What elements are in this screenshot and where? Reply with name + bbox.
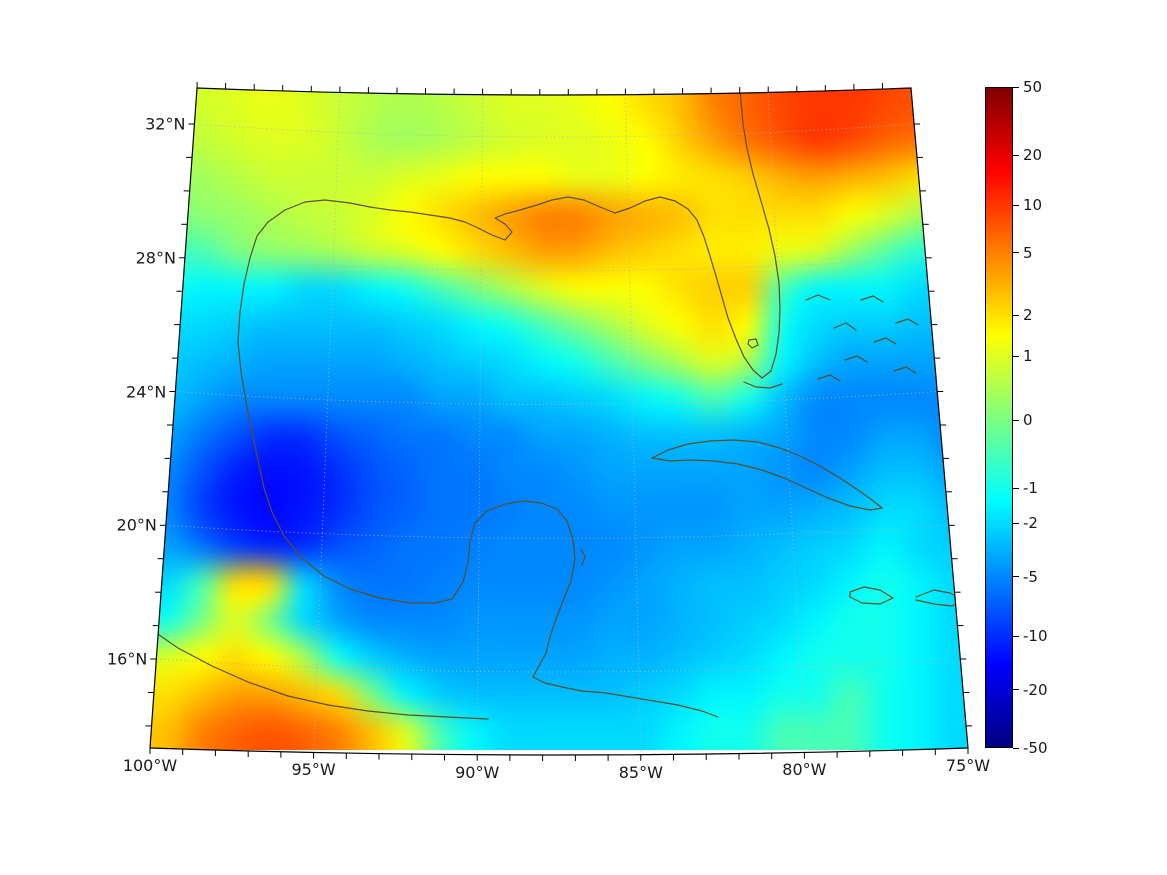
meridian-gridline [624,94,642,755]
parallel-gridline [165,524,949,539]
axis-ticks [145,82,973,761]
coastline-bahamas-6 [817,374,841,382]
coastline-lake-okeechobee [747,338,759,349]
colorbar [985,87,1013,748]
coastline-pacific-coast [151,629,489,720]
coastline-bahamas-4 [873,337,897,345]
coastline-bahamas-1 [805,294,831,301]
coastline-western-gulf-mexico-yucatan-honduras [237,209,719,718]
coastline-bahamas-3 [844,355,868,363]
parallel-gridline [175,391,938,405]
coastline-bahamas-5 [893,366,917,374]
map-frame [149,87,969,756]
coastline-florida-keys [743,381,783,389]
coastline-us-gulf-and-florida [284,89,781,379]
coastline-bahamas-8 [895,318,919,326]
coastline-bahamas-2 [833,322,857,331]
meridian-gridline [476,94,484,755]
coastline-jamaica [849,586,894,605]
coastline-cuba [651,439,883,511]
coastline-bahamas-7 [860,295,884,303]
meridian-gridline [313,92,341,753]
parallel-gridline [184,257,926,272]
graticule [156,92,961,755]
coastlines [151,89,965,720]
parallel-gridline [194,123,915,138]
parallel-gridline [156,658,961,673]
meridian-gridline [767,92,805,753]
coastline-cozumel [580,548,586,566]
